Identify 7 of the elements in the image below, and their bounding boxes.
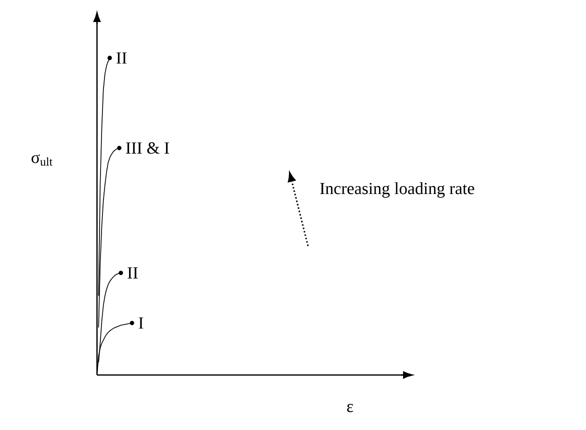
text: Increasing loading rate: [320, 182, 474, 198]
text: ε: [347, 404, 354, 412]
series-label: II: [116, 52, 127, 64]
series-label: III & I: [126, 142, 170, 154]
series-label: II: [128, 267, 138, 278]
series-label: I: [138, 317, 144, 329]
y-axis-title: σ$_{ult}$: [32, 154, 52, 166]
